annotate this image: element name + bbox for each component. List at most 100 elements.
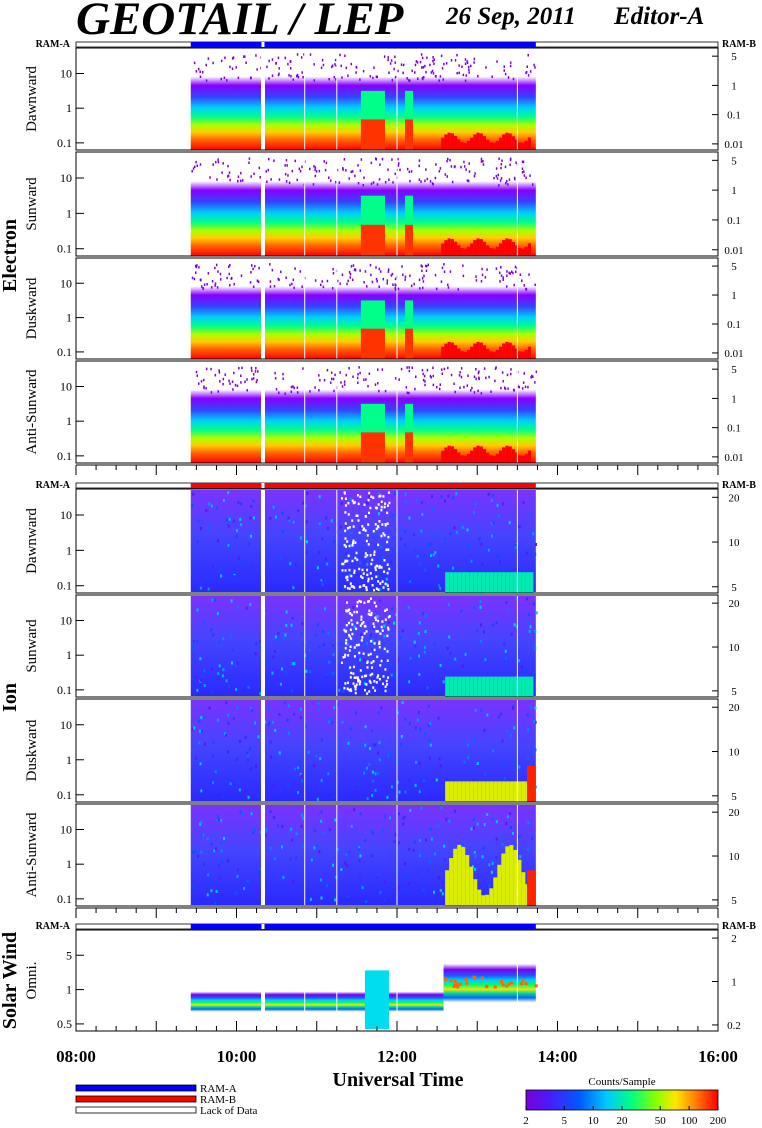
colorbar-title: Counts/Sample xyxy=(588,1076,655,1088)
spectrogram-cell xyxy=(482,449,487,463)
spectrogram-cell xyxy=(332,271,335,275)
spectrogram-cell xyxy=(272,873,275,877)
spectrogram-cell xyxy=(366,692,369,695)
spectrogram-cell xyxy=(507,609,510,613)
spectrogram-cell xyxy=(458,71,460,75)
spectrogram-cell xyxy=(340,381,342,384)
spectrogram-cell xyxy=(473,572,478,593)
spectrogram-cell xyxy=(418,790,421,794)
spectrogram-cell xyxy=(506,373,509,377)
spectrogram-cell xyxy=(419,562,422,566)
spectrogram-cell xyxy=(493,676,498,697)
spectrogram-cell xyxy=(378,564,381,568)
spectrogram-cell xyxy=(357,381,359,385)
spectrogram-cell xyxy=(460,455,464,463)
spectrogram-cell xyxy=(481,855,484,859)
spectrogram-cell xyxy=(214,284,216,287)
spectrogram-cell xyxy=(483,823,486,827)
spectrogram-cell xyxy=(493,781,498,802)
spectrogram-cell xyxy=(358,651,361,655)
right-tick-label: 10 xyxy=(729,851,741,863)
spectrogram-cell xyxy=(297,75,300,79)
spectrogram-cell xyxy=(476,629,479,633)
spectrogram-cell xyxy=(453,526,456,530)
spectrogram-cell xyxy=(332,671,335,675)
spectrogram-cell xyxy=(385,608,388,611)
spectrogram-cell xyxy=(209,176,211,179)
spectrogram-cell xyxy=(527,757,530,761)
spectrogram-cell xyxy=(497,555,500,559)
spectrogram-cell xyxy=(358,859,361,863)
spectrogram-cell xyxy=(528,512,531,516)
spectrogram-cell xyxy=(320,819,323,823)
spectrogram-cell xyxy=(447,283,449,287)
spectrogram-cell xyxy=(397,658,400,662)
spectrogram-cell xyxy=(288,181,291,185)
spectrogram-cell xyxy=(314,386,316,389)
spectrogram-cell xyxy=(316,843,319,847)
spectrogram-cell xyxy=(449,572,454,593)
spectrogram-cell xyxy=(357,181,360,185)
spectrogram-cell xyxy=(192,492,195,496)
colorbar-tick-label: 50 xyxy=(655,1115,667,1127)
spectrogram-cell xyxy=(404,888,407,892)
spectrogram-cell xyxy=(513,781,518,802)
spectrogram-cell xyxy=(240,502,243,506)
spectrogram-cell xyxy=(464,977,468,981)
spectrogram-cell xyxy=(224,56,226,60)
spectrogram-cell xyxy=(315,659,318,663)
spectrogram-cell xyxy=(386,282,389,285)
spectrogram-cell xyxy=(357,782,360,786)
spectrogram-cell xyxy=(298,167,301,171)
spectrogram-cell xyxy=(369,75,372,78)
spectrogram-cell xyxy=(442,78,444,81)
right-tick-label: 10 xyxy=(729,642,741,654)
spectrogram-cell xyxy=(468,71,470,74)
spectrogram-cell xyxy=(476,762,479,766)
spectrogram-cell xyxy=(384,524,387,527)
spectrogram-cell xyxy=(343,543,346,547)
spectrogram-cell xyxy=(275,790,278,794)
spectrogram-cell xyxy=(474,708,477,712)
spectrogram-cell xyxy=(354,174,356,178)
left-tick-label: 5 xyxy=(66,948,72,962)
spectrogram-cell xyxy=(394,75,397,79)
spectrogram-cell xyxy=(367,523,370,526)
spectrogram-cell xyxy=(270,178,272,181)
spectrogram-cell xyxy=(405,386,408,389)
spectrogram-cell xyxy=(501,572,506,593)
spectrogram-cell xyxy=(444,447,448,463)
left-tick-label: 1 xyxy=(66,206,72,220)
spectrogram-cell xyxy=(359,854,362,858)
spectrogram-cell xyxy=(357,680,360,683)
spectrogram-cell xyxy=(384,668,387,671)
spectrogram-cell xyxy=(370,495,373,498)
spectrogram-cell xyxy=(271,720,274,724)
spectrogram-cell xyxy=(250,812,253,816)
spectrogram-cell xyxy=(386,584,389,587)
spectrogram-cell xyxy=(269,516,272,520)
spectrogram-cell xyxy=(335,78,337,81)
spectrogram-cell xyxy=(367,511,370,515)
spectrogram-cell xyxy=(521,387,524,390)
spectrogram-cell xyxy=(393,492,396,496)
spectrogram-cell xyxy=(199,70,201,74)
spectrogram-cell xyxy=(526,621,529,625)
spectrogram-cell xyxy=(464,58,467,61)
spectrogram-cell xyxy=(423,645,426,649)
spectrogram-cell xyxy=(365,539,368,543)
spectrogram-cell xyxy=(305,897,308,901)
spectrogram-cell xyxy=(374,743,377,747)
spectrogram-cell xyxy=(288,519,291,523)
spectrogram-cell xyxy=(295,856,298,860)
spectrogram-cell xyxy=(336,702,339,706)
spectrogram-cell xyxy=(254,721,257,725)
spectrogram-cell xyxy=(342,656,345,659)
spectrogram-cell xyxy=(400,63,403,66)
spectrogram-cell xyxy=(366,600,369,603)
spectrogram-cell xyxy=(320,738,323,742)
spectrogram-cell xyxy=(353,676,356,679)
mode-bar-gap xyxy=(261,42,265,47)
spectrogram-cell xyxy=(203,742,206,746)
